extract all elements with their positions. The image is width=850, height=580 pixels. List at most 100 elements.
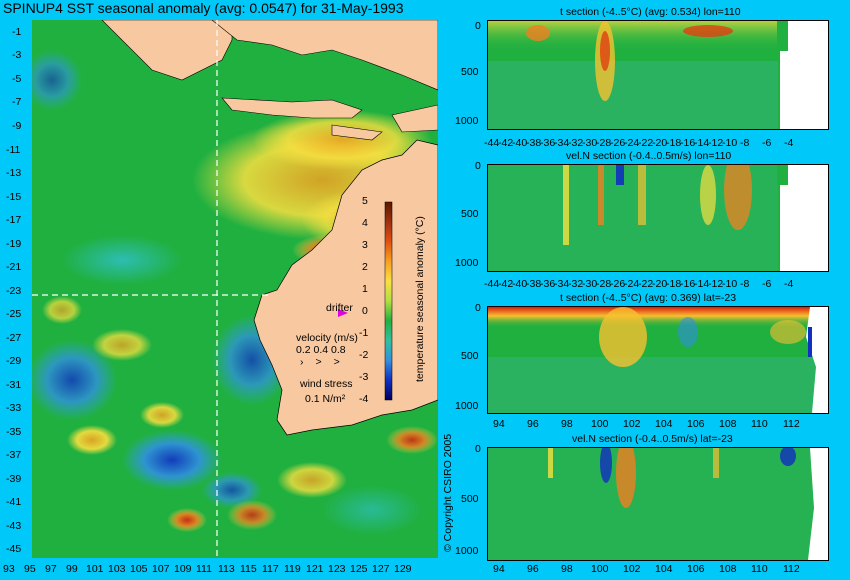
section-panel-3 <box>487 306 829 414</box>
section-title: vel.N section (-0.4..0.5m/s) lon=110 <box>566 150 732 162</box>
lat-label: -31 <box>6 379 22 391</box>
section-y-tick: 1000 <box>455 545 479 557</box>
lat-label: -35 <box>6 426 22 438</box>
section-x-tick: -18 <box>666 137 682 149</box>
section-x-tick: -24 <box>624 278 640 290</box>
lat-label: -5 <box>12 73 22 85</box>
lat-label: -7 <box>12 96 22 108</box>
colorbar-tick: -4 <box>359 393 369 405</box>
section-x-tick: -6 <box>762 278 772 290</box>
section-x-tick: -8 <box>740 278 750 290</box>
lat-label: -1 <box>12 26 22 38</box>
lat-label: -17 <box>6 214 22 226</box>
section-x-tick: -44 <box>484 278 500 290</box>
section-x-tick: 96 <box>527 418 539 430</box>
lon-label: 115 <box>240 563 257 575</box>
lat-label: -9 <box>12 120 22 132</box>
velocity-arrows-icon: ›>> <box>300 356 352 368</box>
lon-label: 121 <box>306 563 324 575</box>
section-x-tick: -6 <box>762 137 772 149</box>
section-x-tick: -32 <box>568 278 584 290</box>
section-y-tick: 500 <box>461 350 479 362</box>
lat-label: -21 <box>6 261 22 273</box>
copyright-text: © Copyright CSIRO 2005 <box>442 433 454 552</box>
warm-spot-6 <box>92 329 152 361</box>
section-x-tick: 108 <box>719 418 737 430</box>
lat-label: -29 <box>6 355 22 367</box>
lat-label: -37 <box>6 449 22 461</box>
section-x-tick: -14 <box>694 278 710 290</box>
section-x-tick: -40 <box>512 137 528 149</box>
section-x-tick: -20 <box>652 278 668 290</box>
map-title: SPINUP4 SST seasonal anomaly (avg: 0.054… <box>3 0 404 16</box>
section-x-tick: -34 <box>554 137 570 149</box>
lon-label: 127 <box>372 563 390 575</box>
lon-label: 97 <box>45 563 57 575</box>
section-x-tick: -26 <box>610 278 626 290</box>
lon-label: 123 <box>328 563 346 575</box>
cool-anomaly-4 <box>62 235 182 285</box>
section-x-tick: 102 <box>623 418 641 430</box>
section-x-tick: -30 <box>582 278 598 290</box>
cold-anomaly-1 <box>122 430 222 490</box>
section-x-tick: -34 <box>554 278 570 290</box>
section-x-tick: 112 <box>783 563 800 575</box>
wind-legend-title: wind stress <box>300 378 353 390</box>
section-x-axis: -44 -42 -40 -38 -36 -34 -32 -30 -28 -26 … <box>484 137 834 151</box>
section-x-tick: -4 <box>784 137 794 149</box>
section-x-tick: 106 <box>687 563 705 575</box>
section-panel-2 <box>487 164 829 272</box>
lon-axis: 93 95 97 99 101 103 105 107 109 111 113 … <box>0 563 445 579</box>
lon-label: 111 <box>196 563 212 575</box>
warm-spot-4 <box>277 462 347 498</box>
section-x-tick: 106 <box>687 418 705 430</box>
section-x-tick: 108 <box>719 563 737 575</box>
section-y-tick: 0 <box>475 160 481 172</box>
section-x-tick: 110 <box>751 418 768 430</box>
lat-label: -11 <box>6 144 21 156</box>
section-y-tick: 500 <box>461 66 479 78</box>
lon-label: 107 <box>152 563 170 575</box>
section-plot-1 <box>488 21 828 129</box>
section-x-tick: -10 <box>722 278 738 290</box>
section-x-axis: 94 96 98 100 102 104 106 108 110 112 <box>487 563 827 577</box>
section-x-tick: -18 <box>666 278 682 290</box>
section-x-tick: -12 <box>708 278 724 290</box>
colorbar-tick: -1 <box>359 327 369 339</box>
section-y-tick: 500 <box>461 493 479 505</box>
lon-label: 129 <box>394 563 412 575</box>
lat-label: -43 <box>6 520 22 532</box>
lon-label: 125 <box>350 563 368 575</box>
section-x-tick: 96 <box>527 563 539 575</box>
colorbar-tick: 3 <box>362 239 368 251</box>
lat-label: -3 <box>12 49 22 61</box>
section-x-tick: 100 <box>591 563 609 575</box>
colorbar-tick: 1 <box>362 283 368 295</box>
section-panel-4 <box>487 447 829 561</box>
wind-legend-value: 0.1 N/m² <box>305 393 346 405</box>
lon-label: 99 <box>66 563 78 575</box>
lat-label: -33 <box>6 402 22 414</box>
lat-label: -39 <box>6 473 22 485</box>
section-plot-2 <box>488 165 828 271</box>
lat-label: -45 <box>6 543 22 555</box>
lon-label: 95 <box>24 563 36 575</box>
cold-anomaly-5 <box>22 50 82 110</box>
colorbar-tick: 0 <box>362 305 368 317</box>
cold-anomaly-2 <box>27 340 117 420</box>
section-x-tick: 104 <box>655 563 673 575</box>
section-y-tick: 0 <box>475 302 481 314</box>
colorbar-tick: 4 <box>362 217 368 229</box>
section-x-tick: -36 <box>540 278 556 290</box>
warm-spot-5 <box>227 500 277 530</box>
section-x-tick: -22 <box>638 137 654 149</box>
colorbar-label: temperature seasonal anomaly (°C) <box>414 216 426 382</box>
section-x-tick: -10 <box>722 137 738 149</box>
section-y-tick: 0 <box>475 443 481 455</box>
lon-label: 105 <box>130 563 148 575</box>
colorbar-tick: -2 <box>359 349 369 361</box>
section-x-tick: 94 <box>493 563 505 575</box>
section-x-tick: -26 <box>610 137 626 149</box>
lat-label: -23 <box>6 285 22 297</box>
section-x-tick: -16 <box>680 278 696 290</box>
